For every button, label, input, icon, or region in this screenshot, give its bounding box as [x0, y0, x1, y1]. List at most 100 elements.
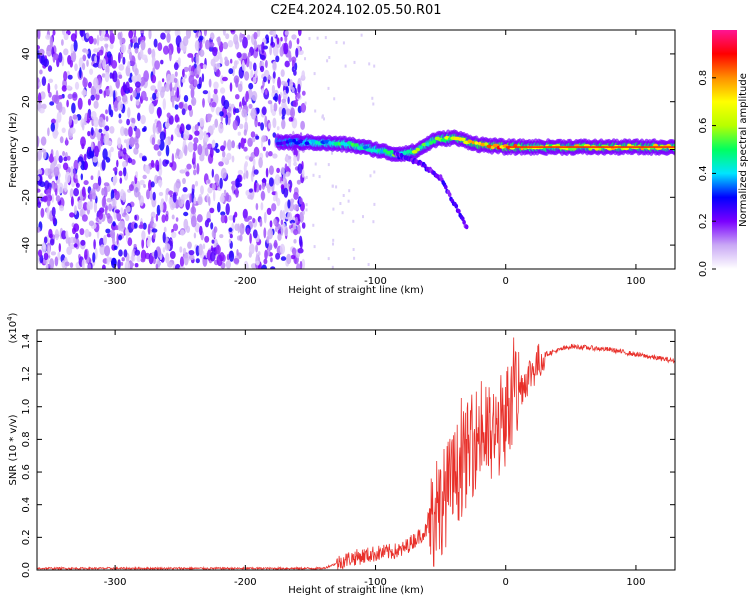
noise-cell	[282, 172, 286, 184]
noise-cell	[66, 155, 71, 161]
noise-cell	[250, 131, 256, 138]
noise-cell	[165, 144, 170, 157]
noise-cell	[68, 115, 73, 123]
noise-cell	[238, 106, 242, 112]
noise-cell	[83, 153, 87, 162]
noise-cell	[46, 188, 51, 198]
ridge-core	[406, 149, 411, 154]
noise-cell	[175, 217, 179, 222]
ridge-core	[432, 139, 437, 144]
noise-cell	[106, 197, 112, 203]
noise-cell	[63, 181, 68, 193]
noise-cell	[37, 175, 40, 181]
noise-cell	[265, 89, 268, 96]
noise-cell	[183, 66, 189, 73]
noise-cell	[237, 169, 244, 175]
noise-cell	[179, 266, 186, 269]
noise-cell	[37, 226, 41, 233]
noise-cell	[103, 36, 109, 42]
noise-cell	[165, 159, 170, 165]
noise-cell	[129, 136, 135, 148]
noise-cell	[223, 99, 230, 110]
noise-cell	[59, 205, 65, 212]
noise-cell	[260, 122, 264, 131]
noise-cell	[192, 151, 196, 163]
ridge-core	[333, 142, 340, 146]
noise-cell	[43, 236, 48, 244]
noise-cell	[182, 187, 188, 193]
noise-cell	[85, 50, 89, 55]
noise-cell	[301, 70, 306, 79]
noise-cell	[100, 30, 105, 37]
noise-cell	[244, 71, 250, 81]
noise-cell	[275, 252, 281, 260]
noise-cell	[146, 239, 151, 248]
noise-cell	[49, 36, 54, 48]
noise-speckle	[348, 189, 351, 193]
noise-cell	[220, 214, 226, 224]
noise-cell	[84, 249, 88, 261]
noise-cell	[261, 106, 267, 116]
noise-cell	[239, 234, 243, 242]
noise-cell	[90, 85, 97, 97]
noise-cell	[164, 243, 171, 251]
noise-cell	[247, 194, 254, 200]
noise-cell	[97, 176, 102, 186]
page-title: C2E4.2024.102.05.50.R01	[270, 3, 441, 18]
noise-cell	[202, 98, 205, 108]
noise-cell	[196, 64, 201, 75]
ridge-core	[287, 138, 294, 143]
ridge-core	[282, 141, 287, 145]
noise-cell	[194, 130, 200, 136]
noise-cell	[297, 163, 303, 174]
noise-cell	[148, 179, 152, 192]
noise-cell	[43, 259, 47, 265]
noise-cell	[99, 36, 104, 42]
noise-cell	[46, 206, 50, 217]
branch-cell	[462, 219, 466, 225]
y-tick-label: 1.4	[21, 333, 32, 349]
noise-cell	[111, 257, 117, 269]
noise-cell	[256, 30, 261, 37]
noise-cell	[274, 93, 279, 102]
noise-cell	[53, 95, 60, 104]
noise-cell	[70, 43, 74, 54]
noise-cell	[102, 148, 108, 160]
noise-cell	[55, 195, 61, 202]
noise-cell	[158, 191, 164, 197]
noise-cell	[151, 228, 158, 233]
noise-speckle	[314, 109, 317, 113]
noise-cell	[143, 184, 146, 188]
ridge-core	[386, 150, 392, 155]
noise-cell	[266, 37, 269, 43]
x-tick-label: -200	[234, 577, 257, 588]
noise-cell	[118, 234, 123, 241]
spectrogram-x-axis: -300 -200 -100 0 100	[104, 30, 645, 287]
noise-cell	[191, 97, 197, 106]
noise-cell	[140, 39, 146, 51]
noise-cell	[248, 103, 253, 109]
noise-cell	[124, 260, 131, 269]
x-tick-label: -300	[104, 276, 127, 287]
noise-cell	[152, 191, 156, 201]
noise-cell	[270, 266, 276, 269]
noise-cell	[99, 30, 102, 37]
noise-cell	[254, 68, 258, 79]
noise-cell	[103, 234, 107, 246]
noise-cell	[130, 94, 133, 102]
noise-cell	[153, 38, 158, 48]
x-tick-label: 100	[626, 276, 645, 287]
noise-cell	[286, 253, 292, 265]
noise-cell	[191, 184, 196, 189]
noise-cell	[190, 215, 197, 228]
noise-cell	[288, 116, 294, 122]
noise-cell	[283, 187, 289, 198]
noise-cell	[87, 98, 92, 106]
y-tick-label: 1.2	[21, 366, 32, 382]
noise-cell	[276, 197, 281, 207]
noise-cell	[220, 87, 226, 94]
noise-cell	[228, 238, 232, 244]
noise-speckle	[362, 215, 364, 219]
noise-cell	[63, 48, 69, 56]
noise-cell	[207, 186, 213, 194]
